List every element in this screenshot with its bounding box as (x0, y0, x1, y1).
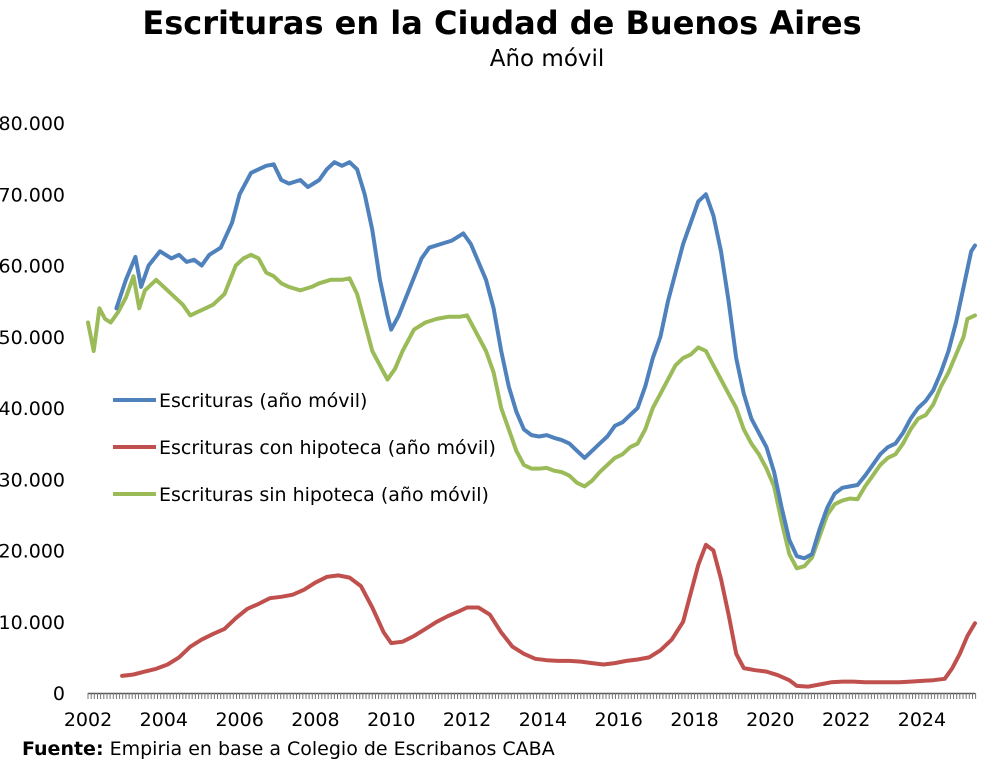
y-tick-label: 40.000 (0, 398, 65, 420)
x-tick-label: 2004 (140, 709, 188, 731)
legend: Escrituras (año móvil) Escrituras con hip… (113, 390, 496, 506)
legend-label: Escrituras sin hipoteca (año móvil) (159, 484, 489, 506)
y-tick-label: 80.000 (0, 113, 65, 135)
y-tick-label: 70.000 (0, 184, 65, 206)
legend-label: Escrituras con hipoteca (año móvil) (159, 437, 496, 459)
y-axis: 0 10.000 20.000 30.000 40.000 50.000 60.000 70.… (0, 113, 65, 705)
source-text: Empiria en base a Colegio de Escribanos … (109, 738, 555, 760)
x-tick-label: 2024 (898, 709, 946, 731)
x-axis-minor-ticks (87, 693, 977, 699)
x-tick-label: 2022 (822, 709, 870, 731)
x-tick-label: 2012 (443, 709, 491, 731)
legend-item-con-hipoteca: Escrituras con hipoteca (año móvil) (113, 437, 496, 459)
x-axis: 2002 2004 2006 2008 2010 2012 2014 2016 2018 2020… (64, 692, 977, 731)
x-tick-label: 2014 (519, 709, 567, 731)
y-tick-label: 30.000 (0, 469, 65, 491)
y-tick-label: 20.000 (0, 541, 65, 563)
series-line-sin-hipoteca (86, 252, 977, 571)
x-tick-label: 2010 (367, 709, 415, 731)
legend-item-sin-hipoteca: Escrituras sin hipoteca (año móvil) (113, 484, 489, 506)
x-tick-label: 2008 (291, 709, 339, 731)
source-note: Fuente: Empiria en base a Colegio de Esc… (22, 738, 555, 760)
y-tick-label: 10.000 (0, 612, 65, 634)
series-line-con-hipoteca (120, 542, 977, 689)
legend-label: Escrituras (año móvil) (159, 390, 367, 412)
y-tick-label: 0 (53, 683, 65, 705)
x-tick-label: 2006 (215, 709, 263, 731)
chart-subtitle: Año móvil (489, 46, 605, 72)
y-tick-label: 50.000 (0, 327, 65, 349)
series-line-escrituras (114, 160, 977, 561)
x-tick-label: 2020 (746, 709, 794, 731)
x-tick-label: 2018 (670, 709, 718, 731)
legend-item-escrituras: Escrituras (año móvil) (113, 390, 367, 412)
y-tick-label: 60.000 (0, 256, 65, 278)
x-tick-label: 2002 (64, 709, 112, 731)
chart-title: Escrituras en la Ciudad de Buenos Aires (142, 4, 862, 42)
x-tick-label: 2016 (595, 709, 643, 731)
series-lines (86, 160, 977, 689)
source-label: Fuente: (22, 738, 104, 760)
